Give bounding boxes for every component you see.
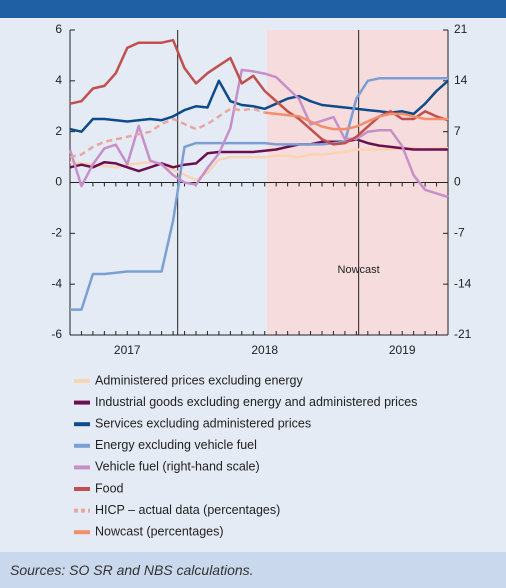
y-tick-label: -6: [51, 327, 62, 341]
y2-tick-label: -14: [454, 276, 472, 290]
chart: Nowcast 2017 2018 2019 -6 -4 -2 0 2 4 6 -21 -14 -7 0 7 1…: [51, 22, 472, 538]
series-line: [69, 146, 448, 182]
y2-tick-label: -21: [454, 327, 472, 341]
series-line: [264, 111, 448, 131]
legend-label: HICP – actual data (percentages): [95, 503, 280, 517]
series-line: [69, 107, 266, 159]
y-tick-label: -2: [51, 226, 62, 240]
y-tick-label: 0: [55, 175, 62, 189]
legend-label: Energy excluding vehicle fuel: [95, 438, 257, 452]
legend-label: Food: [95, 481, 124, 495]
footer: [0, 552, 506, 588]
legend-label: Industrial goods excluding energy and ad…: [95, 395, 417, 409]
x-tick-label: 2018: [251, 343, 278, 357]
source-note: Sources: SO SR and NBS calculations.: [10, 562, 254, 578]
y-tick-label: 4: [55, 73, 62, 87]
y2-tick-label: 7: [454, 124, 461, 138]
series-line: [68, 68, 449, 199]
y2-tick-label: 14: [454, 73, 468, 87]
x-tick-label: 2017: [114, 343, 141, 357]
series-line: [70, 77, 448, 311]
series-line: [69, 38, 449, 146]
y2-tick-label: 0: [454, 175, 461, 189]
y2-tick-label: 21: [454, 22, 468, 36]
x-tick-label: 2019: [389, 343, 416, 357]
legend-label: Nowcast (percentages): [95, 524, 224, 538]
series-line: [69, 79, 449, 133]
legend-label: Vehicle fuel (right-hand scale): [95, 460, 260, 474]
y-tick-label: -4: [51, 276, 62, 290]
legend-label: Administered prices excluding energy: [95, 373, 303, 387]
series-line: [69, 138, 448, 173]
y-tick-label: 2: [55, 124, 62, 138]
legend-label: Services excluding administered prices: [95, 416, 311, 430]
top-bar: [0, 0, 506, 18]
annotation: Nowcast: [338, 264, 380, 276]
y2-tick-label: -7: [454, 226, 465, 240]
y-tick-label: 6: [55, 22, 62, 36]
